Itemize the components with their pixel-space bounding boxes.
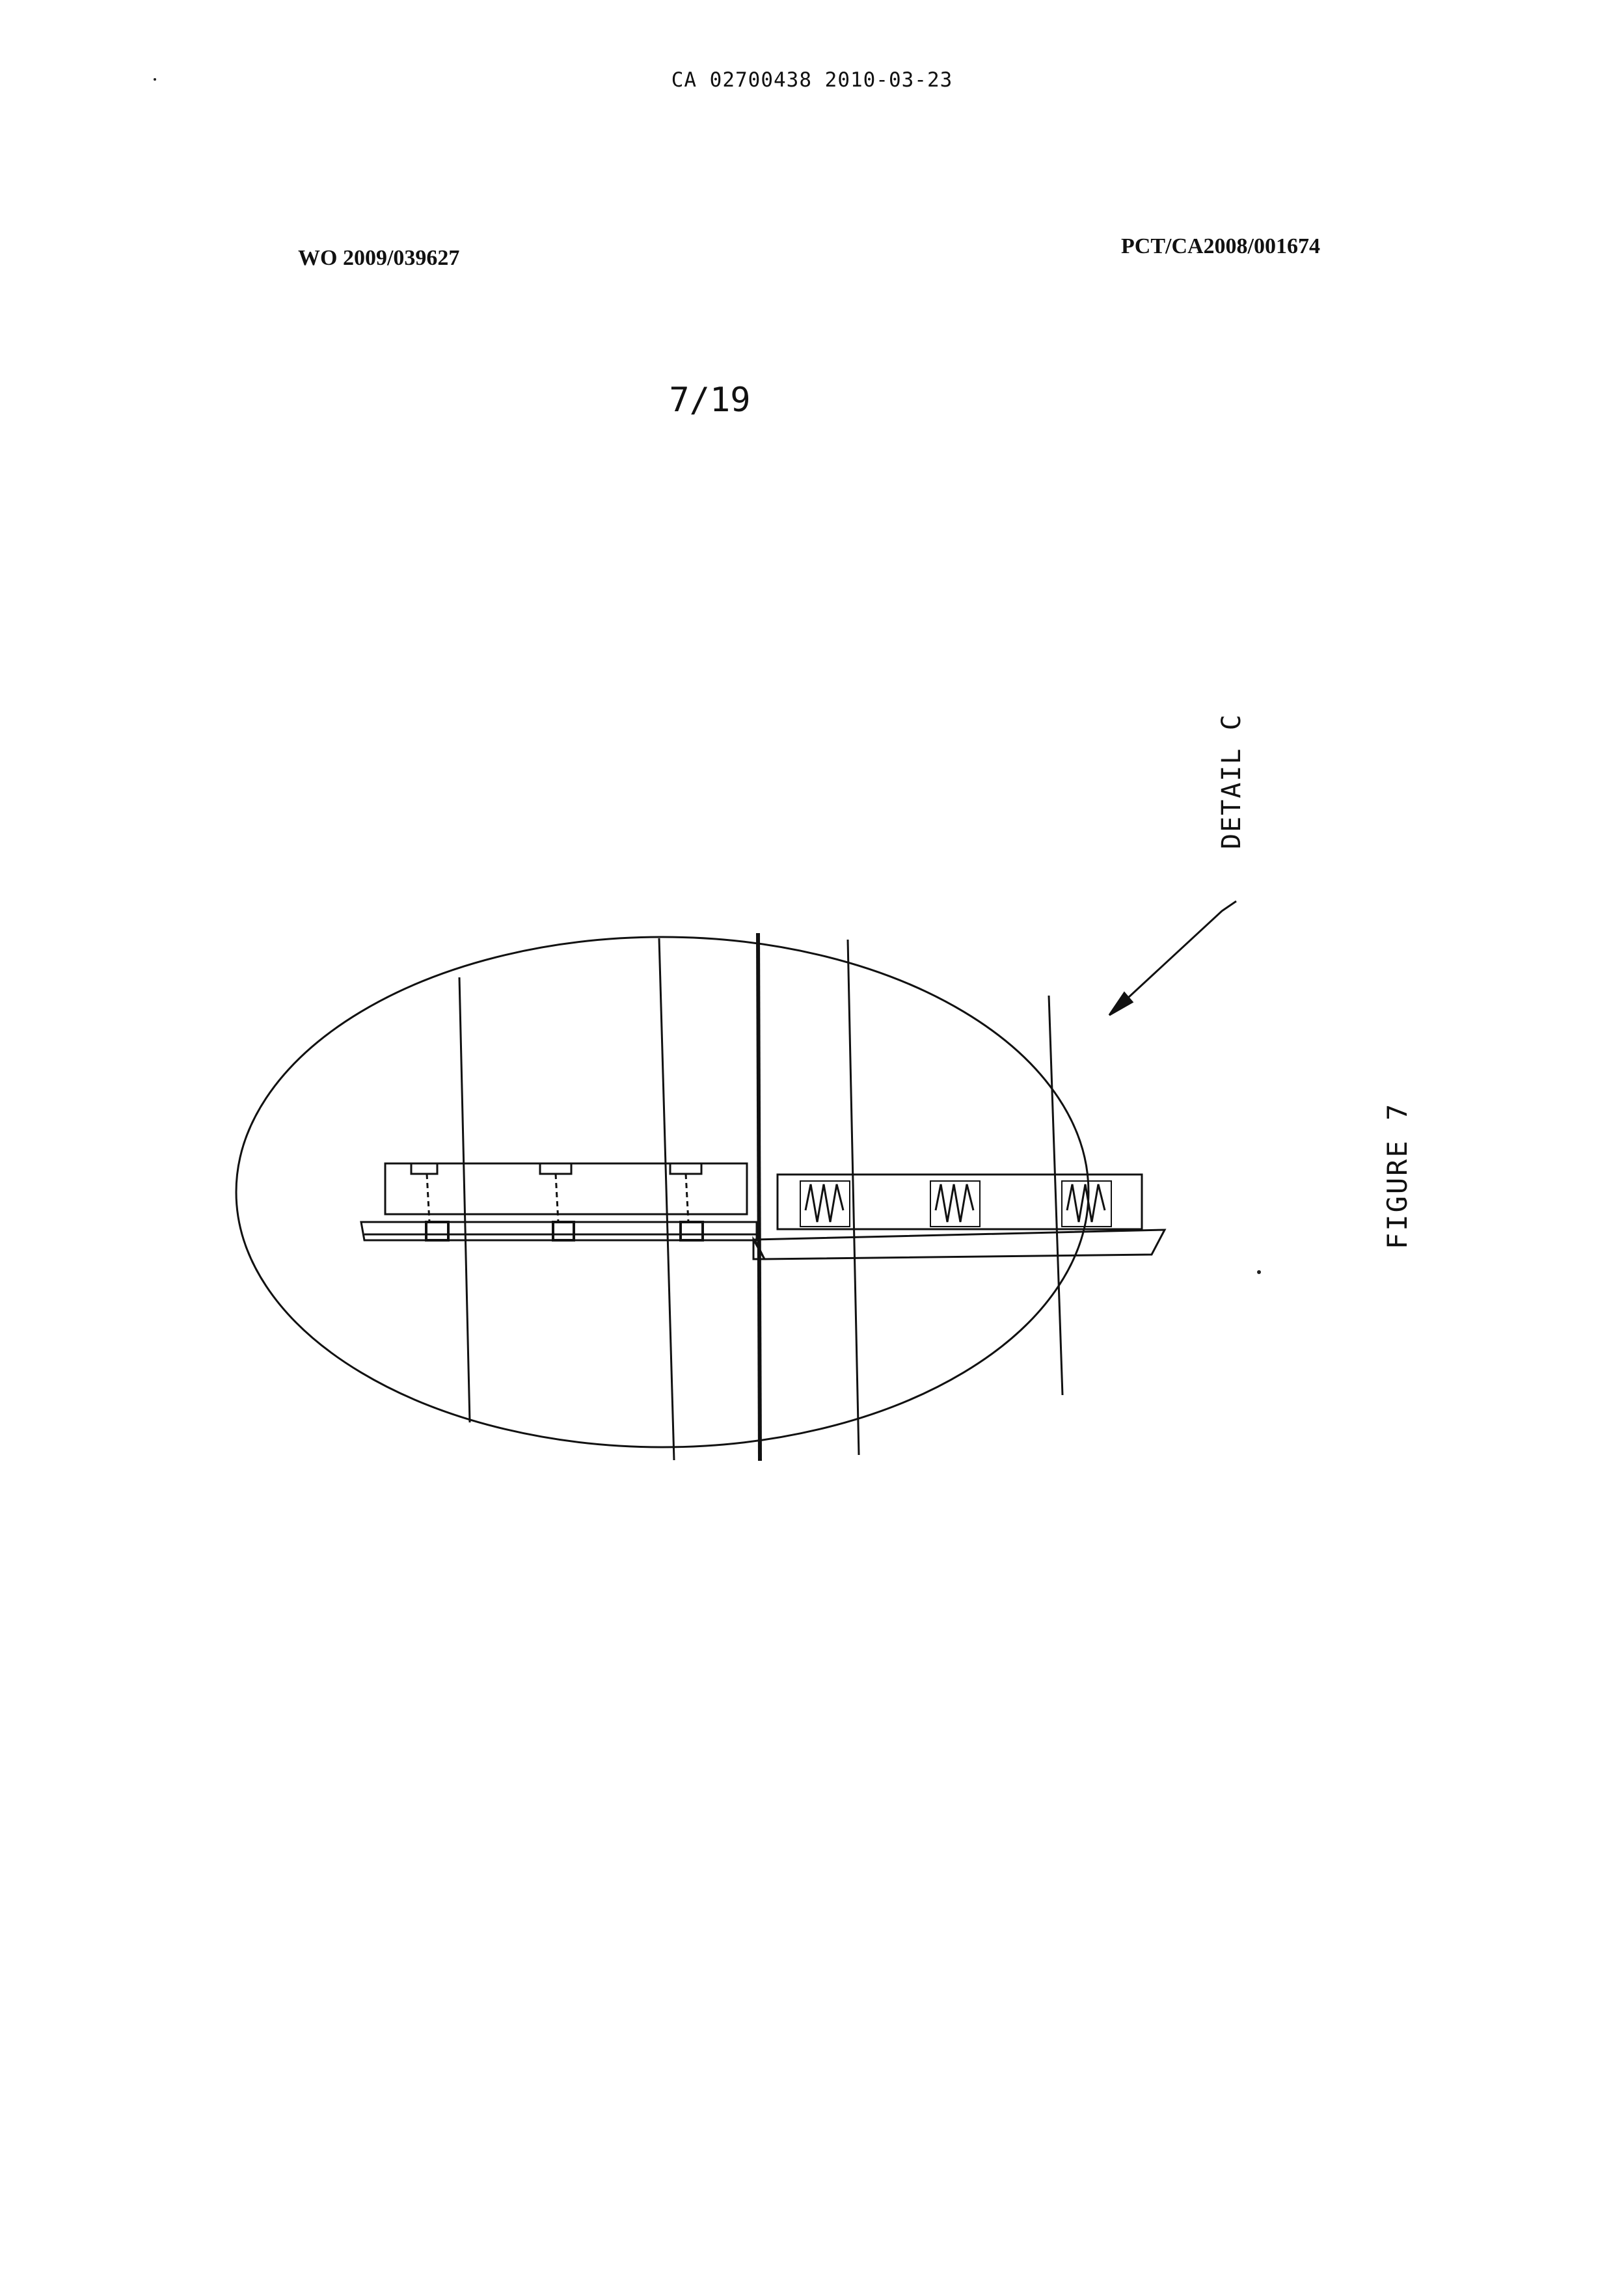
left-foot-3 xyxy=(681,1222,703,1240)
figure-label: FIGURE 7 xyxy=(1381,1102,1413,1249)
scan-speck-2 xyxy=(1257,1270,1261,1274)
spring-2 xyxy=(936,1184,973,1222)
center-seam xyxy=(758,933,760,1461)
vertical-line-2 xyxy=(659,938,674,1460)
vertical-line-4 xyxy=(1049,996,1062,1395)
detail-ellipse xyxy=(236,937,1089,1447)
right-base-plate xyxy=(755,1230,1165,1259)
spring-1 xyxy=(805,1184,843,1222)
left-housing xyxy=(385,1163,747,1214)
left-stud-3 xyxy=(670,1163,701,1174)
detail-c-label: DETAIL C xyxy=(1217,713,1247,849)
left-stud-2 xyxy=(540,1163,571,1174)
left-stud-1 xyxy=(411,1163,437,1174)
left-base-plate xyxy=(361,1222,757,1240)
left-foot-2 xyxy=(553,1222,574,1240)
vertical-line-1 xyxy=(459,977,470,1422)
left-foot-1 xyxy=(426,1222,448,1240)
